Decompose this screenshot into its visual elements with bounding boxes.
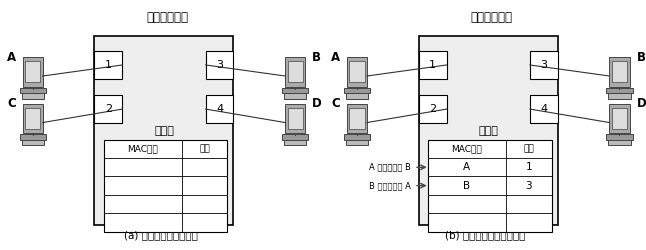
Text: B: B bbox=[636, 50, 645, 64]
Text: 4: 4 bbox=[540, 104, 547, 114]
Bar bbox=[349, 62, 364, 82]
Bar bbox=[104, 140, 227, 232]
Bar bbox=[284, 140, 306, 145]
Text: (b) 交换了两帧后的交换表: (b) 交换了两帧后的交换表 bbox=[445, 230, 525, 240]
Text: A: A bbox=[331, 50, 340, 64]
Text: 2: 2 bbox=[105, 104, 112, 114]
Text: 交换表: 交换表 bbox=[154, 126, 174, 136]
Bar bbox=[609, 93, 630, 98]
Bar bbox=[282, 88, 308, 93]
Text: 1: 1 bbox=[105, 60, 112, 70]
Text: 接口: 接口 bbox=[199, 144, 210, 154]
Text: 3: 3 bbox=[525, 181, 532, 191]
Text: 2: 2 bbox=[429, 104, 436, 114]
Bar bbox=[612, 62, 627, 82]
Bar bbox=[344, 88, 370, 93]
Bar bbox=[419, 51, 446, 79]
Bar bbox=[349, 108, 364, 129]
Bar bbox=[284, 93, 306, 98]
Bar bbox=[419, 95, 446, 123]
Bar bbox=[22, 140, 44, 145]
Bar bbox=[346, 93, 368, 98]
Bar bbox=[94, 51, 122, 79]
Bar bbox=[346, 140, 368, 145]
Bar bbox=[287, 108, 303, 129]
Bar bbox=[19, 134, 46, 140]
Bar bbox=[23, 57, 43, 87]
Bar bbox=[205, 51, 233, 79]
Text: A 发送一帧给 B: A 发送一帧给 B bbox=[369, 163, 411, 172]
Bar bbox=[94, 95, 122, 123]
Text: 以太网交换机: 以太网交换机 bbox=[146, 11, 188, 24]
Text: 3: 3 bbox=[216, 60, 223, 70]
Bar bbox=[609, 140, 630, 145]
Text: B: B bbox=[463, 181, 470, 191]
Bar bbox=[530, 51, 557, 79]
Bar bbox=[419, 36, 557, 226]
Text: 1: 1 bbox=[429, 60, 436, 70]
Bar bbox=[607, 134, 632, 140]
Text: B: B bbox=[312, 50, 321, 64]
Bar bbox=[609, 57, 629, 87]
Bar bbox=[612, 108, 627, 129]
Bar bbox=[205, 95, 233, 123]
Text: B 发送一帧给 A: B 发送一帧给 A bbox=[369, 181, 411, 190]
Bar bbox=[285, 57, 306, 87]
Bar bbox=[19, 88, 46, 93]
Text: MAC地址: MAC地址 bbox=[127, 144, 158, 154]
Bar bbox=[347, 57, 367, 87]
Text: MAC地址: MAC地址 bbox=[452, 144, 483, 154]
Text: C: C bbox=[331, 97, 340, 110]
Text: 4: 4 bbox=[216, 104, 223, 114]
Text: 交换表: 交换表 bbox=[478, 126, 498, 136]
Bar bbox=[23, 104, 43, 133]
Text: A: A bbox=[463, 162, 470, 172]
Text: A: A bbox=[6, 50, 16, 64]
Bar bbox=[609, 104, 629, 133]
Text: 接口: 接口 bbox=[523, 144, 534, 154]
Text: C: C bbox=[7, 97, 16, 110]
Text: D: D bbox=[636, 97, 646, 110]
Bar bbox=[25, 108, 40, 129]
Text: 1: 1 bbox=[525, 162, 532, 172]
Bar bbox=[607, 88, 632, 93]
Bar bbox=[285, 104, 306, 133]
Bar bbox=[94, 36, 233, 226]
Bar bbox=[347, 104, 367, 133]
Bar bbox=[287, 62, 303, 82]
Text: 3: 3 bbox=[540, 60, 547, 70]
Bar bbox=[344, 134, 370, 140]
Bar bbox=[25, 62, 40, 82]
Bar bbox=[428, 140, 552, 232]
Text: 以太网交换机: 以太网交换机 bbox=[470, 11, 512, 24]
Text: D: D bbox=[312, 97, 322, 110]
Text: (a) 交换表一开始是空的: (a) 交换表一开始是空的 bbox=[124, 230, 198, 240]
Bar bbox=[530, 95, 557, 123]
Bar bbox=[282, 134, 308, 140]
Bar bbox=[22, 93, 44, 98]
